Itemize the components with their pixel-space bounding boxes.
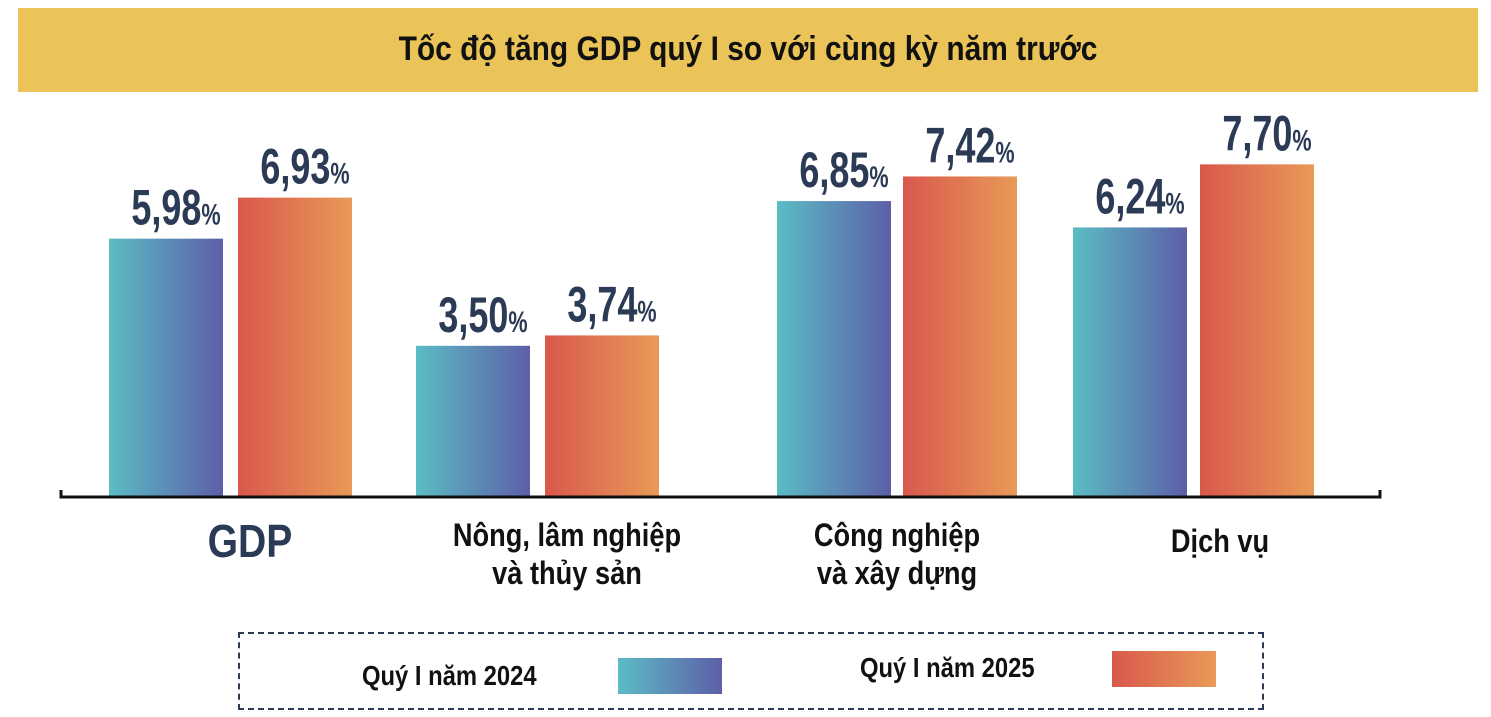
legend-label-2024: Quý I năm 2024: [362, 660, 537, 691]
x-axis: [59, 490, 1382, 499]
bar-2024-0: [109, 238, 223, 497]
bar-2025-2: [903, 176, 1017, 497]
legend-swatch-2024: [618, 658, 722, 694]
value-label: 6,85%: [799, 143, 888, 198]
chart-title: Tốc độ tăng GDP quý I so với cùng kỳ năm…: [398, 30, 1098, 68]
category-label-agriculture: Nông, lâm nghiệp và thủy sản: [414, 516, 720, 592]
bar-2025-3: [1200, 164, 1314, 498]
value-label: 3,74%: [567, 278, 656, 333]
bar-2024-1: [416, 345, 530, 497]
value-label: 6,93%: [260, 140, 349, 195]
bar-2025-1: [545, 335, 659, 497]
category-label-line: Công nghiệp: [813, 517, 981, 553]
title-banner: Tốc độ tăng GDP quý I so với cùng kỳ năm…: [18, 8, 1478, 92]
category-label-line: và xây dựng: [816, 555, 978, 591]
category-label-services: Dịch vụ: [1135, 522, 1305, 560]
value-label: 3,50%: [438, 288, 527, 343]
category-label-line: Dịch vụ: [1170, 523, 1270, 559]
bar-2024-2: [777, 201, 891, 497]
bar-2025-0: [238, 197, 352, 497]
category-label-line: GDP: [207, 515, 293, 567]
category-label-industry: Công nghiệp và xây dựng: [761, 516, 1033, 592]
category-label-line: Nông, lâm nghiệp: [452, 517, 682, 553]
legend-swatch-2025: [1112, 651, 1216, 687]
value-label: 6,24%: [1095, 170, 1184, 225]
legend-label-2025: Quý I năm 2025: [860, 652, 1035, 683]
value-label: 5,98%: [131, 181, 220, 236]
bar-2024-3: [1073, 227, 1187, 497]
legend: Quý I năm 2024 Quý I năm 2025: [238, 632, 1264, 710]
category-label-gdp: GDP: [165, 515, 335, 567]
value-label: 7,42%: [925, 119, 1014, 174]
value-label: 7,70%: [1222, 107, 1311, 162]
category-label-line: và thủy sản: [492, 555, 642, 591]
